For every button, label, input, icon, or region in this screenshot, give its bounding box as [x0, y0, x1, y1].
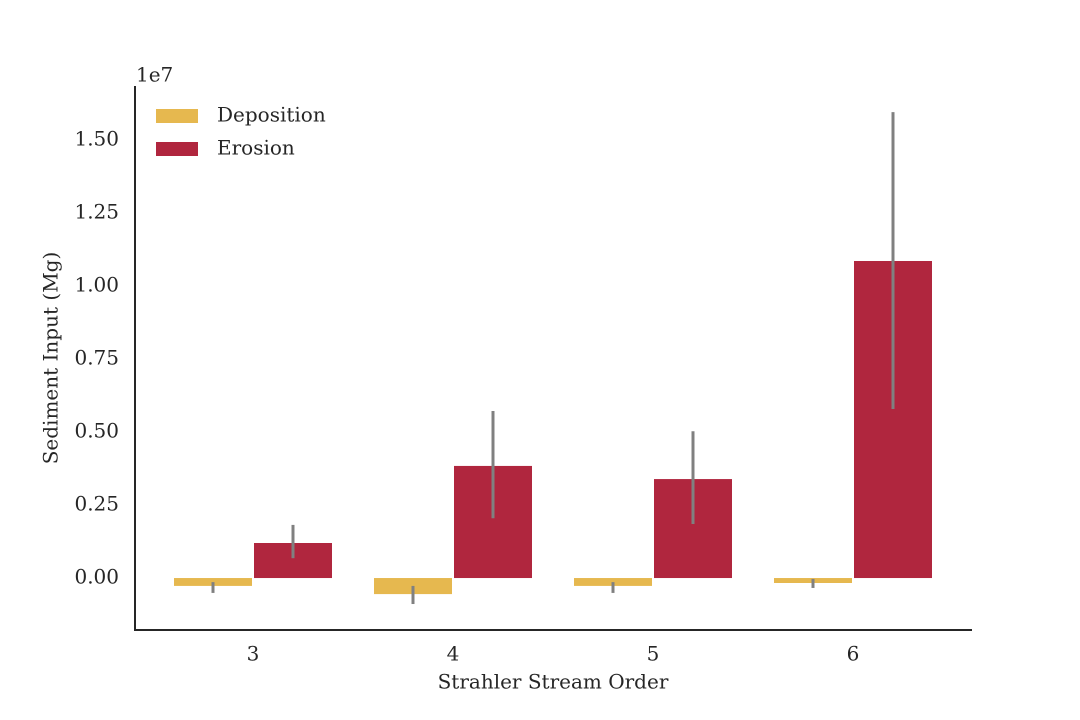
y-tick-label: 0.75 — [74, 346, 119, 370]
y-tick-label: 0.50 — [74, 419, 119, 443]
y-tick-label: 1.25 — [74, 200, 119, 224]
x-tick-label: 6 — [847, 642, 860, 666]
y-tick-label: 0.00 — [74, 565, 119, 589]
x-tick-label: 4 — [447, 642, 460, 666]
legend-label: Deposition — [217, 103, 326, 127]
y-tick-label: 1.50 — [74, 127, 119, 151]
x-tick-label: 3 — [247, 642, 260, 666]
bar — [174, 578, 252, 586]
bar — [574, 578, 652, 586]
legend-swatch — [156, 142, 198, 156]
y-tick-label: 0.25 — [74, 492, 119, 516]
y-axis-label: Sediment Input (Mg) — [39, 252, 63, 465]
legend-label: Erosion — [217, 136, 295, 160]
y-offset-label: 1e7 — [136, 63, 173, 87]
legend-swatch — [156, 109, 198, 123]
x-tick-label: 5 — [647, 642, 660, 666]
y-tick-label: 1.00 — [74, 273, 119, 297]
x-axis-label: Strahler Stream Order — [438, 670, 669, 694]
